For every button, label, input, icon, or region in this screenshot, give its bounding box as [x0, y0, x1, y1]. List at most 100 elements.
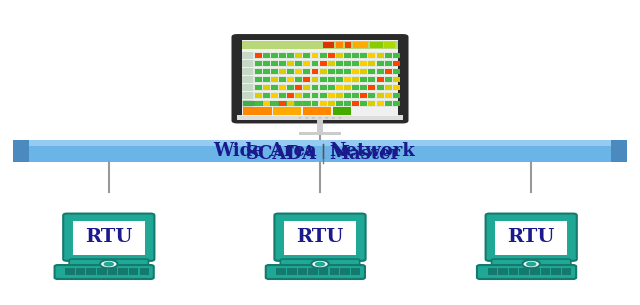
- Bar: [86, 268, 96, 270]
- Bar: [271, 77, 278, 82]
- Bar: [263, 84, 269, 90]
- Bar: [255, 84, 262, 90]
- Bar: [369, 61, 376, 66]
- Bar: [340, 268, 349, 270]
- Bar: [303, 52, 310, 58]
- Bar: [276, 271, 286, 273]
- Bar: [328, 84, 335, 90]
- Bar: [335, 42, 344, 48]
- Bar: [509, 271, 518, 273]
- Bar: [271, 61, 278, 66]
- Bar: [255, 77, 262, 82]
- Bar: [287, 271, 296, 273]
- Bar: [308, 268, 318, 270]
- Bar: [376, 61, 383, 66]
- Bar: [541, 268, 550, 270]
- Bar: [287, 273, 296, 275]
- Bar: [319, 273, 328, 275]
- Bar: [385, 61, 392, 66]
- Text: RTU: RTU: [508, 228, 555, 246]
- Bar: [287, 69, 294, 74]
- Bar: [76, 268, 85, 270]
- Bar: [312, 52, 319, 58]
- Bar: [344, 84, 351, 90]
- Bar: [303, 93, 310, 98]
- Bar: [488, 271, 497, 273]
- Bar: [369, 77, 376, 82]
- Bar: [279, 61, 286, 66]
- FancyBboxPatch shape: [275, 214, 365, 261]
- Bar: [340, 273, 349, 275]
- Bar: [242, 92, 398, 99]
- Bar: [242, 76, 253, 83]
- Bar: [393, 93, 400, 98]
- Circle shape: [311, 260, 329, 268]
- Bar: [320, 93, 326, 98]
- Bar: [320, 77, 326, 82]
- Bar: [300, 132, 341, 135]
- Bar: [336, 77, 343, 82]
- Circle shape: [522, 260, 540, 268]
- Bar: [344, 61, 351, 66]
- Bar: [118, 273, 128, 275]
- Bar: [295, 52, 302, 58]
- Bar: [97, 268, 107, 270]
- Bar: [344, 101, 351, 106]
- Bar: [611, 140, 627, 162]
- Bar: [488, 273, 497, 275]
- Circle shape: [325, 117, 328, 119]
- Bar: [97, 271, 107, 273]
- Bar: [495, 221, 567, 255]
- Bar: [108, 268, 117, 270]
- Bar: [323, 42, 334, 48]
- Bar: [360, 61, 367, 66]
- Bar: [330, 271, 339, 273]
- Bar: [118, 271, 128, 273]
- Bar: [488, 268, 497, 270]
- Circle shape: [312, 117, 315, 119]
- Bar: [287, 84, 294, 90]
- Bar: [328, 101, 335, 106]
- Bar: [320, 52, 326, 58]
- Bar: [129, 268, 138, 270]
- Bar: [393, 61, 400, 66]
- Bar: [242, 52, 398, 59]
- Bar: [520, 268, 529, 270]
- Bar: [263, 77, 269, 82]
- Bar: [393, 52, 400, 58]
- Bar: [352, 84, 359, 90]
- Bar: [129, 273, 138, 275]
- Bar: [292, 101, 310, 106]
- Bar: [242, 68, 398, 74]
- Text: RTU: RTU: [85, 228, 132, 246]
- Bar: [295, 84, 302, 90]
- Bar: [376, 77, 383, 82]
- Bar: [255, 93, 262, 98]
- Bar: [140, 273, 149, 275]
- Bar: [295, 93, 302, 98]
- Bar: [369, 101, 376, 106]
- Bar: [108, 273, 117, 275]
- Bar: [13, 140, 29, 162]
- Bar: [312, 77, 319, 82]
- Bar: [287, 77, 294, 82]
- Bar: [312, 93, 319, 98]
- Circle shape: [332, 117, 335, 119]
- Bar: [303, 61, 310, 66]
- FancyBboxPatch shape: [69, 259, 148, 268]
- FancyBboxPatch shape: [492, 259, 571, 268]
- Bar: [369, 84, 376, 90]
- Bar: [498, 273, 508, 275]
- Bar: [340, 271, 349, 273]
- Bar: [520, 271, 529, 273]
- Bar: [273, 107, 301, 115]
- Bar: [312, 84, 319, 90]
- Bar: [352, 69, 359, 74]
- Bar: [298, 273, 307, 275]
- Bar: [303, 107, 331, 115]
- Circle shape: [104, 262, 114, 267]
- Bar: [271, 101, 278, 106]
- Bar: [129, 271, 138, 273]
- FancyBboxPatch shape: [280, 259, 360, 268]
- Bar: [376, 84, 383, 90]
